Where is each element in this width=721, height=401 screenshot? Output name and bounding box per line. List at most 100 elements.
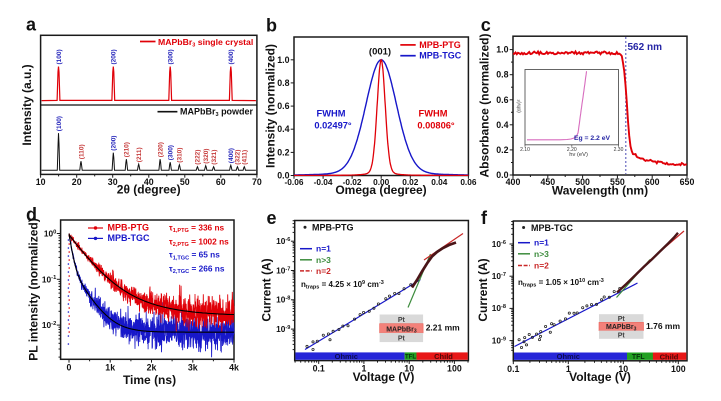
svg-text:MAPbBr3: MAPbBr3 bbox=[606, 324, 637, 332]
svg-text:(300): (300) bbox=[168, 49, 175, 64]
svg-text:Voltage (V): Voltage (V) bbox=[569, 370, 631, 384]
svg-text:(211): (211) bbox=[136, 147, 143, 162]
svg-text:MAPbBr3 powder: MAPbBr3 powder bbox=[180, 107, 254, 119]
svg-text:Current (A): Current (A) bbox=[260, 258, 274, 321]
svg-text:1.0: 1.0 bbox=[277, 55, 289, 65]
svg-text:450: 450 bbox=[540, 177, 555, 187]
svg-text:(310): (310) bbox=[177, 148, 184, 163]
svg-text:2θ (degree): 2θ (degree) bbox=[117, 183, 181, 197]
svg-text:FWHM: FWHM bbox=[419, 108, 448, 118]
svg-text:0.0: 0.0 bbox=[277, 171, 289, 181]
svg-text:Omega (degree): Omega (degree) bbox=[335, 183, 426, 197]
svg-text:4k: 4k bbox=[229, 363, 239, 373]
svg-text:FWHM: FWHM bbox=[317, 108, 346, 118]
svg-text:(220): (220) bbox=[157, 142, 164, 157]
svg-text:500: 500 bbox=[575, 177, 590, 187]
svg-text:2.30: 2.30 bbox=[614, 147, 624, 153]
svg-text:hν (eV): hν (eV) bbox=[569, 152, 588, 158]
svg-text:(αhν)²: (αhν)² bbox=[517, 99, 523, 113]
svg-text:Child: Child bbox=[434, 352, 453, 361]
svg-text:a: a bbox=[26, 14, 37, 34]
svg-text:2k: 2k bbox=[147, 363, 157, 373]
svg-text:10-8: 10-8 bbox=[276, 295, 290, 305]
svg-text:TFL: TFL bbox=[632, 354, 646, 361]
svg-text:1k: 1k bbox=[105, 363, 115, 373]
svg-text:Pt: Pt bbox=[398, 336, 406, 343]
svg-text:Pt: Pt bbox=[618, 332, 626, 339]
svg-text:n=2: n=2 bbox=[316, 266, 331, 276]
svg-text:PL intensity (normalized): PL intensity (normalized) bbox=[27, 218, 41, 360]
svg-text:n=2: n=2 bbox=[534, 261, 549, 271]
svg-text:MPB-PTG: MPB-PTG bbox=[108, 223, 150, 233]
svg-text:0.2: 0.2 bbox=[277, 147, 289, 157]
svg-text:100: 100 bbox=[671, 364, 686, 374]
svg-text:562 nm: 562 nm bbox=[628, 42, 663, 53]
svg-text:10-7: 10-7 bbox=[276, 265, 290, 275]
svg-text:-0.02: -0.02 bbox=[343, 177, 362, 187]
svg-text:(400): (400) bbox=[228, 49, 235, 64]
svg-text:0.6: 0.6 bbox=[277, 101, 289, 111]
svg-text:0: 0 bbox=[67, 363, 72, 373]
svg-text:Time (ns): Time (ns) bbox=[123, 373, 176, 387]
svg-text:10-7: 10-7 bbox=[492, 271, 506, 281]
svg-text:100: 100 bbox=[44, 229, 56, 239]
svg-text:10: 10 bbox=[618, 364, 628, 374]
svg-text:600: 600 bbox=[645, 177, 660, 187]
svg-text:0.00806°: 0.00806° bbox=[417, 121, 455, 131]
svg-text:10-8: 10-8 bbox=[492, 303, 506, 313]
svg-text:0.4: 0.4 bbox=[277, 124, 289, 134]
svg-text:MAPbBr3 single crystal: MAPbBr3 single crystal bbox=[158, 37, 253, 49]
svg-text:τ2,TGC = 266 ns: τ2,TGC = 266 ns bbox=[169, 264, 225, 276]
svg-text:MAPbBr3: MAPbBr3 bbox=[386, 326, 417, 334]
svg-text:(001): (001) bbox=[369, 46, 391, 57]
svg-text:550: 550 bbox=[610, 177, 625, 187]
svg-text:10-9: 10-9 bbox=[276, 324, 290, 334]
svg-text:MPB-TGC: MPB-TGC bbox=[419, 51, 461, 61]
svg-text:100: 100 bbox=[447, 364, 462, 374]
svg-text:1.0: 1.0 bbox=[496, 45, 508, 55]
svg-text:(100): (100) bbox=[56, 116, 63, 131]
svg-text:n>3: n>3 bbox=[316, 255, 331, 265]
svg-text:τ2,PTG = 1002 ns: τ2,PTG = 1002 ns bbox=[169, 236, 229, 248]
svg-text:-0.04: -0.04 bbox=[314, 177, 333, 187]
svg-text:(411): (411) bbox=[242, 150, 249, 165]
svg-text:MPB-PTG: MPB-PTG bbox=[312, 223, 354, 233]
svg-text:d: d bbox=[26, 204, 37, 224]
svg-text:0.02497°: 0.02497° bbox=[314, 121, 352, 131]
svg-text:0.02: 0.02 bbox=[402, 177, 419, 187]
svg-text:ntraps = 1.05 × 1010 cm-3: ntraps = 1.05 × 1010 cm-3 bbox=[518, 278, 604, 289]
svg-text:n=1: n=1 bbox=[534, 238, 549, 248]
svg-text:Voltage (V): Voltage (V) bbox=[353, 370, 415, 384]
svg-text:Eg = 2.2 eV: Eg = 2.2 eV bbox=[574, 135, 611, 142]
svg-text:650: 650 bbox=[680, 177, 695, 187]
svg-text:ntraps = 4.25 × 109 cm-3: ntraps = 4.25 × 109 cm-3 bbox=[301, 280, 384, 291]
svg-text:0.06: 0.06 bbox=[460, 177, 477, 187]
svg-text:(210): (210) bbox=[124, 142, 131, 157]
svg-text:0.04: 0.04 bbox=[431, 177, 448, 187]
svg-text:1: 1 bbox=[361, 364, 366, 374]
svg-text:τ1,TGC = 65 ns: τ1,TGC = 65 ns bbox=[169, 250, 220, 262]
svg-text:TFL: TFL bbox=[405, 355, 416, 361]
svg-text:MPB-TGC: MPB-TGC bbox=[108, 233, 150, 243]
svg-text:Current (A): Current (A) bbox=[476, 258, 490, 321]
svg-text:10-1: 10-1 bbox=[42, 274, 57, 284]
svg-text:(200): (200) bbox=[111, 49, 118, 64]
svg-text:f: f bbox=[481, 208, 488, 228]
svg-text:30: 30 bbox=[108, 177, 118, 187]
svg-text:2.21 mm: 2.21 mm bbox=[426, 322, 460, 332]
svg-text:MPB-TGC: MPB-TGC bbox=[531, 223, 573, 233]
svg-text:2.10: 2.10 bbox=[520, 147, 530, 153]
svg-text:(300): (300) bbox=[168, 145, 175, 160]
svg-text:10: 10 bbox=[404, 364, 414, 374]
svg-text:Pt: Pt bbox=[398, 317, 406, 324]
svg-text:3k: 3k bbox=[188, 363, 198, 373]
svg-text:0.4: 0.4 bbox=[496, 120, 508, 130]
svg-text:Pt: Pt bbox=[618, 316, 626, 323]
svg-text:10-6: 10-6 bbox=[492, 239, 506, 249]
svg-text:1.76 mm: 1.76 mm bbox=[646, 321, 680, 331]
svg-text:70: 70 bbox=[252, 177, 262, 187]
svg-text:e: e bbox=[267, 208, 277, 228]
svg-text:1: 1 bbox=[566, 364, 571, 374]
svg-text:τ1,PTG = 336 ns: τ1,PTG = 336 ns bbox=[169, 223, 225, 235]
svg-text:(321): (321) bbox=[211, 150, 218, 165]
